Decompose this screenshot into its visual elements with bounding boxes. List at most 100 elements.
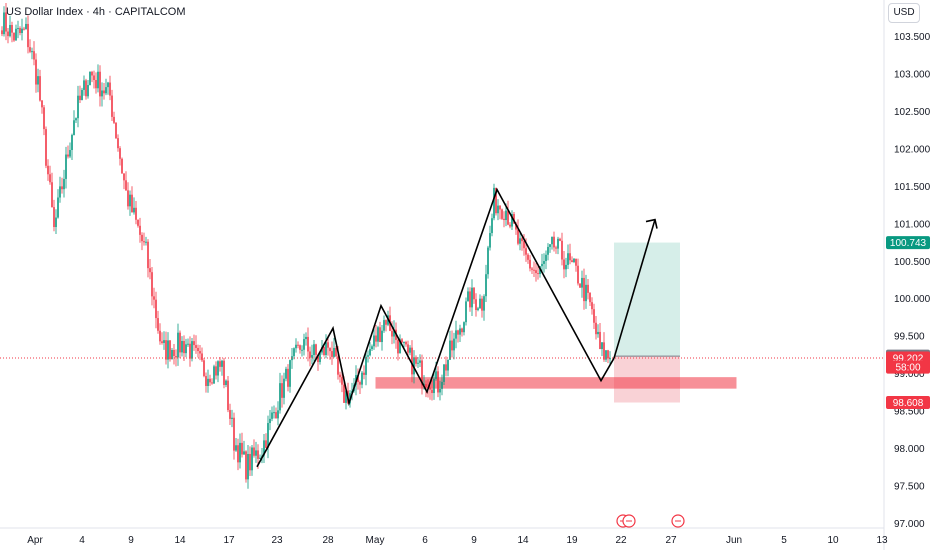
candle-body (235, 445, 237, 451)
price-tag-label: 100.743 (890, 238, 927, 249)
x-tick-label: 13 (876, 535, 888, 546)
candle-body (89, 71, 91, 86)
y-tick-label: 99.500 (894, 332, 925, 343)
candle-body (135, 207, 137, 220)
candle-body (33, 51, 35, 60)
x-tick-label: May (366, 535, 385, 546)
candle-body (153, 296, 155, 300)
candle-body (417, 362, 419, 364)
candle-body (91, 71, 93, 76)
candle-body (213, 366, 215, 384)
candle-body (591, 302, 593, 310)
candle-body (409, 347, 411, 353)
y-tick-label: 100.500 (894, 257, 931, 268)
candle-body (527, 254, 529, 260)
candle-body (55, 217, 57, 228)
candle-body (331, 351, 333, 357)
candle-body (287, 368, 289, 387)
candle-body (275, 412, 277, 419)
candle-body (121, 158, 123, 174)
candle-body (31, 51, 33, 53)
candle-body (303, 339, 305, 350)
candle-body (471, 287, 473, 308)
candle-body (197, 347, 199, 352)
candle-body (267, 423, 269, 448)
candle-body (123, 173, 125, 181)
candle-body (57, 197, 59, 218)
candle-body (41, 100, 43, 108)
candle-body (475, 299, 477, 311)
candle-body (127, 190, 129, 207)
candle-body (119, 148, 121, 159)
x-tick-label: 27 (665, 535, 677, 546)
candle-body (337, 356, 339, 375)
candle-body (445, 364, 447, 371)
candle-body (425, 384, 427, 387)
candle-body (129, 194, 131, 207)
candle-body (299, 345, 301, 350)
candle-body (401, 339, 403, 343)
candle-body (433, 378, 435, 394)
candle-body (421, 360, 423, 386)
candle-body (571, 260, 573, 263)
candle-body (567, 253, 569, 265)
candle-body (411, 347, 413, 375)
x-tick-label: 28 (322, 535, 334, 546)
candle-body (113, 116, 115, 123)
candle-body (17, 28, 19, 30)
candle-body (281, 383, 283, 398)
candle-body (481, 298, 483, 311)
candle-body (509, 224, 511, 227)
candle-body (555, 247, 557, 249)
candle-body (371, 346, 373, 350)
candle-body (69, 150, 71, 157)
candle-body (429, 387, 431, 390)
candle-body (269, 418, 271, 424)
currency-button[interactable]: USD (888, 3, 920, 23)
candle-body (251, 447, 253, 471)
candle-body (141, 234, 143, 242)
candle-body (607, 350, 609, 359)
candle-body (21, 28, 23, 34)
candle-body (441, 381, 443, 389)
candle-body (313, 344, 315, 356)
candle-body (343, 384, 345, 403)
candle-body (311, 355, 313, 358)
y-tick-label: 99.000 (894, 369, 925, 380)
candle-body (605, 350, 607, 360)
candle-body (529, 259, 531, 269)
candle-body (61, 186, 63, 190)
candle-body (165, 340, 167, 360)
candle-body (585, 284, 587, 302)
candle-body (297, 344, 299, 346)
candle-body (13, 32, 15, 41)
candle-body (525, 248, 527, 255)
candle-body (139, 225, 141, 235)
candle-body (71, 134, 73, 151)
candle-body (259, 457, 261, 459)
candle-body (241, 442, 243, 455)
candle-body (461, 328, 463, 333)
candle-body (575, 258, 577, 266)
candle-body (11, 24, 13, 33)
candle-body (335, 347, 337, 357)
candle-body (29, 47, 31, 52)
candle-body (519, 238, 521, 244)
candle-body (557, 238, 559, 249)
target-zone (614, 242, 680, 357)
candle-body (487, 247, 489, 275)
candle-body (295, 344, 297, 349)
candle-body (463, 322, 465, 333)
price-tag (886, 360, 930, 374)
candle-body (27, 23, 29, 48)
x-tick-label: 19 (566, 535, 578, 546)
x-tick-label: Jun (726, 535, 742, 546)
candle-body (15, 28, 17, 41)
candle-body (9, 24, 11, 37)
candle-body (1, 30, 3, 35)
candle-body (293, 348, 295, 357)
candle-body (161, 341, 163, 343)
candle-body (451, 340, 453, 351)
